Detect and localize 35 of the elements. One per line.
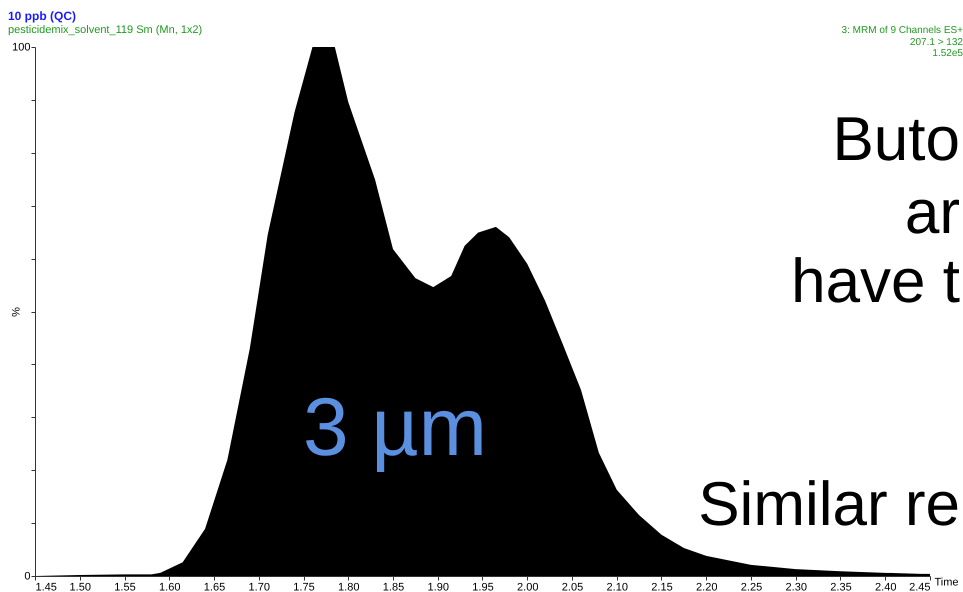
x-tick-label: 1.60 <box>159 582 180 592</box>
x-tick-label: 1.95 <box>472 582 494 592</box>
x-tick-label: 2.15 <box>651 582 673 592</box>
annotation: 3 µm <box>303 382 487 473</box>
x-tick-label: 1.75 <box>293 582 315 592</box>
x-tick-label: 1.65 <box>204 582 226 592</box>
text: 1.52e5 <box>932 48 963 59</box>
chart-title: 10 ppb (QC) <box>8 9 76 23</box>
x-tick-label: 2.05 <box>562 582 584 592</box>
x-tick-label: 2.00 <box>517 582 538 592</box>
x-tick-label: 2.30 <box>786 582 807 592</box>
annotation: Similar re <box>698 470 960 539</box>
x-tick-label: 2.25 <box>740 582 762 592</box>
annotation: 207.1 > 132 <box>910 37 963 48</box>
text: 3: MRM of 9 Channels ES+ <box>842 25 963 36</box>
x-tick-label: 1.90 <box>428 582 449 592</box>
x-tick-label: 2.35 <box>830 582 852 592</box>
x-tick-label: 2.40 <box>875 582 896 592</box>
x-tick-label: 1.70 <box>248 582 270 592</box>
x-tick-label: 1.85 <box>382 582 404 592</box>
y-tick-label: 100 <box>12 42 30 54</box>
x-tick-label: 1.80 <box>338 582 360 592</box>
x-tick-label: 1.45 <box>36 582 57 592</box>
annotation: have t <box>791 247 960 316</box>
x-tick-label: 1.55 <box>114 582 136 592</box>
x-tick-label: 2.45 <box>909 582 930 592</box>
x-axis-title: Time <box>934 576 959 588</box>
annotation: Buto <box>832 105 960 174</box>
x-tick-label: 2.10 <box>606 582 628 592</box>
y-tick-label: 0 <box>24 570 30 582</box>
x-tick-label: 1.50 <box>70 582 91 592</box>
x-tick-label: 2.20 <box>696 582 718 592</box>
annotation: ar <box>904 178 960 247</box>
y-axis-title: % <box>10 306 22 317</box>
chart-subtitle: pesticidemix_solvent_119 Sm (Mn, 1x2) <box>8 24 202 36</box>
